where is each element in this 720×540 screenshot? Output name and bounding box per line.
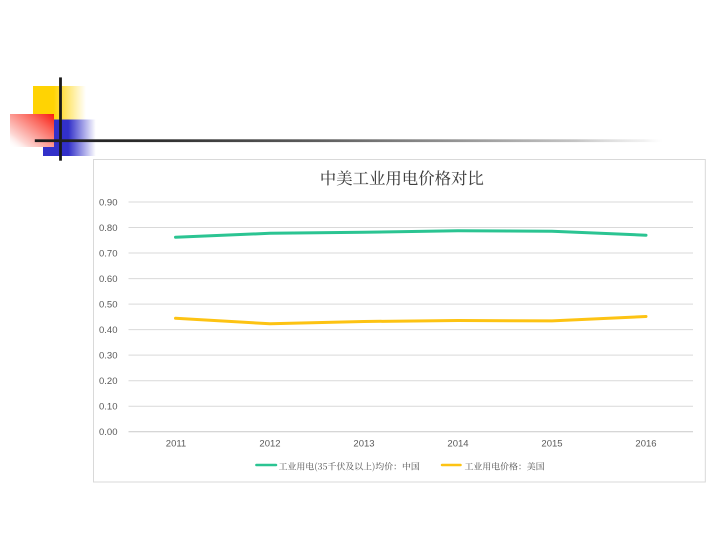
svg-text:2016: 2016 bbox=[635, 439, 656, 450]
svg-text:2013: 2013 bbox=[353, 439, 374, 450]
svg-text:2014: 2014 bbox=[447, 439, 468, 450]
svg-text:0.80: 0.80 bbox=[99, 223, 118, 234]
svg-text:2012: 2012 bbox=[259, 439, 280, 450]
svg-text:0.70: 0.70 bbox=[99, 248, 118, 259]
svg-text:0.30: 0.30 bbox=[99, 351, 118, 362]
svg-text:0.10: 0.10 bbox=[99, 402, 118, 413]
svg-text:0.20: 0.20 bbox=[99, 376, 118, 387]
svg-text:0.90: 0.90 bbox=[99, 197, 118, 208]
svg-text:0.40: 0.40 bbox=[99, 325, 118, 336]
svg-text:2015: 2015 bbox=[541, 439, 562, 450]
svg-text:0.50: 0.50 bbox=[99, 300, 118, 311]
svg-text:2011: 2011 bbox=[166, 439, 186, 450]
svg-text:0.60: 0.60 bbox=[99, 274, 118, 285]
svg-text:0.00: 0.00 bbox=[99, 427, 118, 438]
